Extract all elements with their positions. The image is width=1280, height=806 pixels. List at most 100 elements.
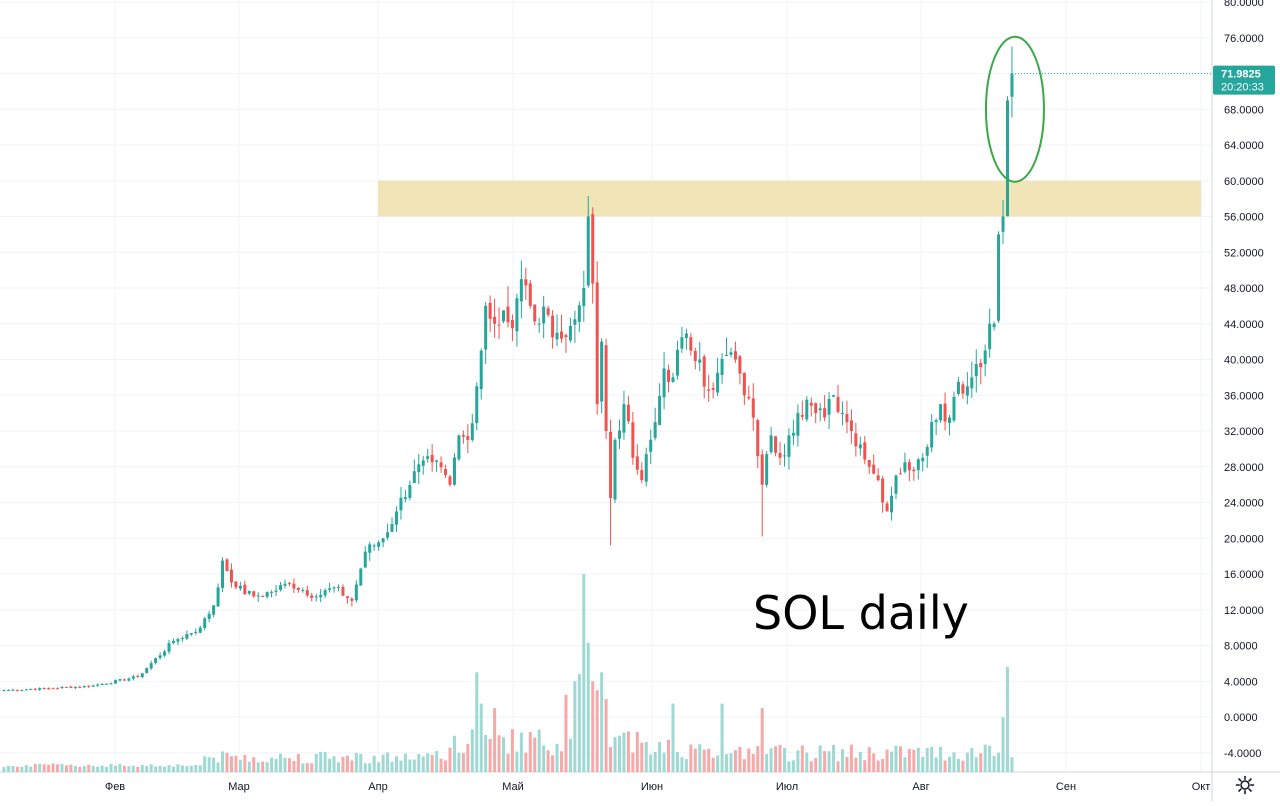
candle-body — [626, 404, 630, 422]
volume-bar — [711, 757, 715, 772]
volume-bar — [149, 764, 153, 772]
volume-bar — [2, 767, 6, 772]
volume-bar — [319, 751, 323, 772]
volume-bar — [528, 732, 532, 772]
candle-body — [270, 591, 274, 593]
volume-bar — [729, 753, 733, 772]
candle-body — [109, 683, 113, 685]
volume-bar — [609, 747, 613, 772]
volume-bar — [394, 756, 398, 772]
candle-body — [60, 687, 64, 689]
volume-bar — [912, 749, 916, 772]
candle-body — [363, 551, 367, 568]
volume-bar — [229, 756, 233, 772]
volume-bar — [997, 752, 1001, 772]
volume-bar — [283, 757, 287, 772]
candle-body — [568, 325, 572, 341]
volume-bar — [305, 763, 309, 772]
volume-bar — [555, 743, 559, 772]
volume-bar — [185, 766, 189, 772]
candle-body — [136, 676, 140, 678]
candle-body — [961, 384, 965, 394]
candle-body — [69, 686, 73, 688]
candle-body — [73, 686, 77, 689]
volume-bar — [934, 757, 938, 772]
volume-bar — [689, 744, 693, 772]
candle-body — [711, 388, 715, 390]
last-price-value: 71.9825 — [1221, 69, 1261, 81]
volume-bar — [667, 739, 671, 772]
candle-body — [394, 511, 398, 525]
volume-bar — [586, 642, 590, 772]
volume-bar — [158, 765, 162, 772]
volume-bar — [426, 753, 430, 772]
y-tick-label: 24.0000 — [1224, 498, 1264, 510]
candle-body — [470, 423, 474, 440]
candle-body — [921, 457, 925, 462]
candle-body — [221, 560, 225, 588]
candle-body — [180, 638, 184, 640]
candle-body — [287, 582, 291, 584]
candle-body — [840, 413, 844, 415]
volume-bar — [925, 748, 929, 772]
volume-bar — [154, 766, 158, 772]
gear-icon[interactable] — [1232, 772, 1258, 798]
volume-bar — [921, 756, 925, 772]
volume-bar — [510, 729, 514, 772]
candle-body — [756, 420, 760, 457]
candle-body — [421, 460, 425, 466]
volume-bar — [448, 747, 452, 772]
volume-bar — [858, 751, 862, 772]
candle-body — [716, 372, 720, 393]
candle-body — [20, 689, 24, 691]
candle-body — [310, 595, 314, 599]
candle-body — [247, 590, 251, 594]
candle-body — [158, 655, 162, 658]
candle-body — [145, 668, 149, 673]
volume-bar — [836, 761, 840, 772]
candle-body — [653, 422, 657, 438]
candle-body — [765, 454, 769, 485]
candle-body — [452, 457, 456, 485]
volume-bar — [189, 765, 193, 772]
volume-bar — [279, 753, 283, 772]
candle-body — [778, 453, 782, 458]
volume-bar — [577, 674, 581, 772]
candle-body — [622, 404, 626, 433]
volume-bar — [337, 762, 340, 772]
candle-body — [635, 456, 639, 470]
candle-body — [528, 283, 532, 306]
volume-bar — [622, 732, 626, 772]
candle-body — [818, 408, 822, 411]
candle-body — [533, 304, 537, 322]
candle-body — [577, 305, 581, 322]
candle-body — [457, 435, 461, 460]
candle-body — [791, 432, 795, 436]
candle-body — [15, 689, 19, 691]
candle-body — [426, 456, 430, 459]
volume-bar — [974, 757, 978, 772]
candle-body — [617, 430, 621, 439]
candle-body — [377, 542, 381, 547]
candle-body — [493, 316, 497, 324]
volume-bar — [296, 754, 300, 772]
candle-body — [537, 323, 541, 325]
candle-body — [979, 362, 983, 368]
volume-bar — [716, 755, 720, 772]
volume-bar — [207, 757, 211, 772]
candle-body — [934, 420, 938, 423]
y-tick-label: 8.0000 — [1224, 641, 1258, 653]
volume-bar — [163, 766, 167, 772]
volume-bar — [591, 681, 595, 772]
volume-bar — [430, 754, 434, 772]
y-tick-label: 12.0000 — [1224, 605, 1264, 617]
volume-bar — [247, 761, 251, 772]
candle-body — [631, 422, 635, 458]
last-price-badge — [1213, 65, 1275, 95]
candle-body — [983, 350, 987, 364]
candle-body — [176, 639, 180, 642]
candle-body — [858, 444, 862, 449]
candle-body — [805, 399, 809, 420]
